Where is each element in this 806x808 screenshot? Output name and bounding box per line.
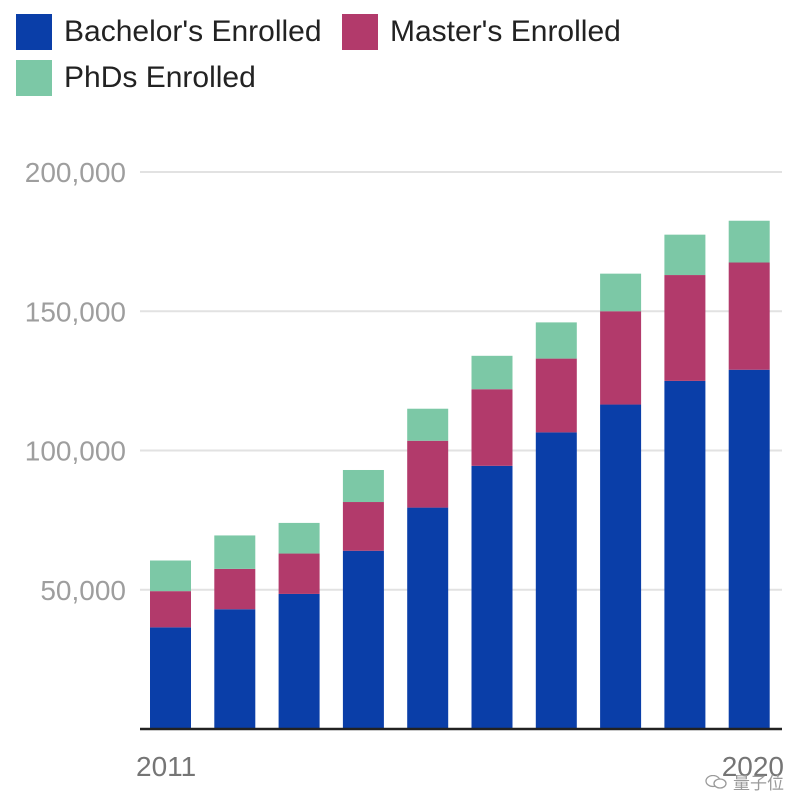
legend-swatch-masters xyxy=(342,14,378,50)
y-tick-label-200000: 200,000 xyxy=(25,157,126,188)
bar-phd-2020[interactable] xyxy=(728,220,770,263)
bar-phd-2016[interactable] xyxy=(471,355,513,390)
legend-swatch-bachelors xyxy=(16,14,52,50)
legend-label-phds: PhDs Enrolled xyxy=(64,61,256,94)
x-axis-tick-labels: 2011 2020 xyxy=(136,751,784,782)
bar-master-2017[interactable] xyxy=(535,358,577,433)
bar-bachelor-2014[interactable] xyxy=(342,550,384,729)
bar-bachelor-2012[interactable] xyxy=(214,609,256,729)
bar-phd-2012[interactable] xyxy=(214,535,256,569)
legend: Bachelor's Enrolled Master's Enrolled Ph… xyxy=(0,0,806,110)
x-tick-label-2011: 2011 xyxy=(136,751,196,782)
bar-master-2016[interactable] xyxy=(471,389,513,466)
bar-master-2020[interactable] xyxy=(728,262,770,370)
watermark: 量子位 xyxy=(705,769,784,794)
bar-phd-2018[interactable] xyxy=(600,273,642,312)
y-tick-label-50000: 50,000 xyxy=(40,575,126,606)
bar-master-2015[interactable] xyxy=(407,440,449,508)
bar-bachelor-2020[interactable] xyxy=(728,369,770,729)
bar-phd-2015[interactable] xyxy=(407,408,449,441)
bar-master-2019[interactable] xyxy=(664,275,706,381)
bar-phd-2013[interactable] xyxy=(278,522,320,554)
bar-bachelor-2011[interactable] xyxy=(150,627,191,729)
bar-phd-2011[interactable] xyxy=(150,560,191,592)
bar-master-2014[interactable] xyxy=(342,502,384,551)
legend-item-phds[interactable]: PhDs Enrolled xyxy=(16,60,256,96)
legend-item-bachelors[interactable]: Bachelor's Enrolled xyxy=(16,14,322,50)
bar-phd-2019[interactable] xyxy=(664,234,706,276)
bar-bachelor-2019[interactable] xyxy=(664,380,706,729)
x-tick-label-2020: 2020 xyxy=(722,751,784,782)
watermark-text: 量子位 xyxy=(733,774,784,794)
y-axis-tick-labels: 50,000 100,000 150,000 200,000 xyxy=(25,157,126,606)
legend-label-masters: Master's Enrolled xyxy=(390,15,621,48)
bar-bachelor-2018[interactable] xyxy=(600,404,642,729)
legend-label-bachelors: Bachelor's Enrolled xyxy=(64,15,322,48)
wechat-logo-icon xyxy=(705,774,727,789)
bar-master-2013[interactable] xyxy=(278,553,320,594)
legend-item-masters[interactable]: Master's Enrolled xyxy=(342,14,621,50)
y-tick-label-150000: 150,000 xyxy=(25,296,126,327)
bar-bachelor-2013[interactable] xyxy=(278,593,320,729)
bar-master-2018[interactable] xyxy=(600,311,642,405)
bar-master-2012[interactable] xyxy=(214,568,256,610)
bar-master-2011[interactable] xyxy=(150,591,191,628)
bar-phd-2017[interactable] xyxy=(535,322,577,359)
bar-bachelor-2017[interactable] xyxy=(535,432,577,729)
bar-bachelor-2015[interactable] xyxy=(407,507,449,729)
bar-bachelor-2016[interactable] xyxy=(471,465,513,729)
y-tick-label-100000: 100,000 xyxy=(25,436,126,467)
bar-phd-2014[interactable] xyxy=(342,469,384,503)
bars xyxy=(150,220,770,729)
legend-swatch-phds xyxy=(16,60,52,96)
